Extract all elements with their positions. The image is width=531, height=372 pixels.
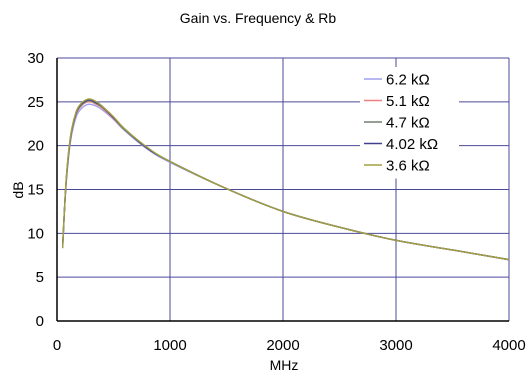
series-line-4 [61,98,510,261]
grid-lines [57,57,510,321]
x-tick-label: 3000 [379,337,412,354]
y-axis-label: dB [10,181,26,198]
x-tick-label: 0 [53,337,61,354]
y-tick-label: 30 [27,50,44,67]
y-tick-label: 5 [36,269,44,286]
series-lines [61,98,510,261]
x-tick-label: 2000 [266,337,299,354]
x-tick-label: 4000 [492,337,525,354]
y-tick-label: 25 [27,94,44,111]
tick-labels: 0 5 10 15 20 25 30 0 1000 2000 3000 4000 [27,50,525,354]
y-tick-label: 0 [36,313,44,330]
legend-label: 3.6 kΩ [386,158,430,175]
x-tick-label: 1000 [153,337,186,354]
y-tick-label: 20 [27,138,44,155]
y-tick-label: 15 [27,182,44,199]
legend-label: 5.1 kΩ [386,93,430,110]
legend: 6.2 kΩ 5.1 kΩ 4.7 kΩ 4.02 kΩ 3.6 kΩ [360,67,459,179]
legend-label: 4.7 kΩ [386,115,430,132]
x-axis-label: MHz [270,357,299,372]
legend-label: 6.2 kΩ [386,72,430,89]
legend-label: 4.02 kΩ [386,136,438,153]
axes [56,58,509,322]
chart-title: Gain vs. Frequency & Rb [180,10,337,26]
y-tick-label: 10 [27,225,44,242]
